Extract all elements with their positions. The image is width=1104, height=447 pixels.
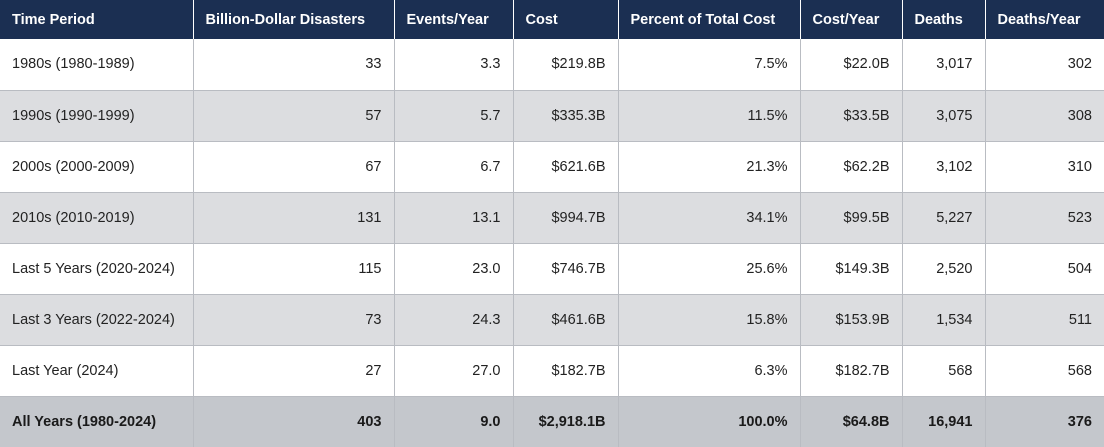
table-row: Last Year (2024) 27 27.0 $182.7B 6.3% $1… [0,345,1104,397]
cell-events-per-year: 6.7 [394,141,514,193]
cell-billion-dollar-disasters: 403 [193,396,395,447]
cell-events-per-year: 5.7 [394,90,514,142]
cell-events-per-year: 23.0 [394,243,514,295]
cell-time-period: 1990s (1990-1999) [0,90,194,142]
cell-percent-of-total-cost: 11.5% [618,90,801,142]
cell-cost: $461.6B [513,294,619,346]
table-row: 1990s (1990-1999) 57 5.7 $335.3B 11.5% $… [0,90,1104,142]
cell-deaths: 3,075 [902,90,986,142]
cell-deaths: 3,017 [902,39,986,91]
cell-deaths-per-year: 568 [985,345,1104,397]
table-row: 1980s (1980-1989) 33 3.3 $219.8B 7.5% $2… [0,39,1104,91]
total-row: All Years (1980-2024) 403 9.0 $2,918.1B … [0,396,1104,447]
header-time-period: Time Period [0,0,194,39]
cell-deaths: 568 [902,345,986,397]
cell-cost-per-year: $22.0B [800,39,903,91]
cell-billion-dollar-disasters: 131 [193,192,395,244]
cell-time-period: 2000s (2000-2009) [0,141,194,193]
cell-cost-per-year: $62.2B [800,141,903,193]
cell-deaths-per-year: 310 [985,141,1104,193]
header-events-per-year: Events/Year [394,0,514,39]
cell-time-period: Last 3 Years (2022-2024) [0,294,194,346]
cell-time-period: Last Year (2024) [0,345,194,397]
cell-billion-dollar-disasters: 115 [193,243,395,295]
cell-time-period: All Years (1980-2024) [0,396,194,447]
header-row: Time Period Billion-Dollar Disasters Eve… [0,0,1104,39]
cell-percent-of-total-cost: 7.5% [618,39,801,91]
cell-deaths: 1,534 [902,294,986,346]
cell-cost: $994.7B [513,192,619,244]
cell-percent-of-total-cost: 21.3% [618,141,801,193]
cell-cost: $621.6B [513,141,619,193]
cell-cost-per-year: $33.5B [800,90,903,142]
cell-deaths-per-year: 523 [985,192,1104,244]
cell-cost-per-year: $99.5B [800,192,903,244]
cell-deaths-per-year: 511 [985,294,1104,346]
cell-cost-per-year: $149.3B [800,243,903,295]
table-row: Last 3 Years (2022-2024) 73 24.3 $461.6B… [0,294,1104,346]
cell-deaths-per-year: 308 [985,90,1104,142]
cell-events-per-year: 24.3 [394,294,514,346]
table-row: Last 5 Years (2020-2024) 115 23.0 $746.7… [0,243,1104,295]
cell-percent-of-total-cost: 6.3% [618,345,801,397]
cell-deaths: 3,102 [902,141,986,193]
cell-cost: $335.3B [513,90,619,142]
cell-billion-dollar-disasters: 27 [193,345,395,397]
cell-percent-of-total-cost: 100.0% [618,396,801,447]
header-cost: Cost [513,0,619,39]
cell-deaths-per-year: 302 [985,39,1104,91]
cell-events-per-year: 13.1 [394,192,514,244]
cell-cost: $182.7B [513,345,619,397]
cell-billion-dollar-disasters: 67 [193,141,395,193]
cell-cost: $2,918.1B [513,396,619,447]
cell-time-period: Last 5 Years (2020-2024) [0,243,194,295]
header-percent-of-total-cost: Percent of Total Cost [618,0,801,39]
cell-percent-of-total-cost: 25.6% [618,243,801,295]
cell-deaths: 5,227 [902,192,986,244]
table-row: 2010s (2010-2019) 131 13.1 $994.7B 34.1%… [0,192,1104,244]
cell-deaths-per-year: 504 [985,243,1104,295]
cell-deaths: 2,520 [902,243,986,295]
cell-time-period: 2010s (2010-2019) [0,192,194,244]
cell-cost-per-year: $182.7B [800,345,903,397]
cell-events-per-year: 3.3 [394,39,514,91]
cell-events-per-year: 27.0 [394,345,514,397]
cell-time-period: 1980s (1980-1989) [0,39,194,91]
cell-percent-of-total-cost: 15.8% [618,294,801,346]
header-deaths-per-year: Deaths/Year [985,0,1104,39]
header-deaths: Deaths [902,0,986,39]
cell-billion-dollar-disasters: 73 [193,294,395,346]
cell-percent-of-total-cost: 34.1% [618,192,801,244]
cell-cost-per-year: $153.9B [800,294,903,346]
header-billion-dollar-disasters: Billion-Dollar Disasters [193,0,395,39]
cell-billion-dollar-disasters: 33 [193,39,395,91]
header-cost-per-year: Cost/Year [800,0,903,39]
table-row: 2000s (2000-2009) 67 6.7 $621.6B 21.3% $… [0,141,1104,193]
cell-cost: $219.8B [513,39,619,91]
cell-deaths-per-year: 376 [985,396,1104,447]
cell-billion-dollar-disasters: 57 [193,90,395,142]
cell-events-per-year: 9.0 [394,396,514,447]
cell-cost: $746.7B [513,243,619,295]
cell-deaths: 16,941 [902,396,986,447]
cell-cost-per-year: $64.8B [800,396,903,447]
